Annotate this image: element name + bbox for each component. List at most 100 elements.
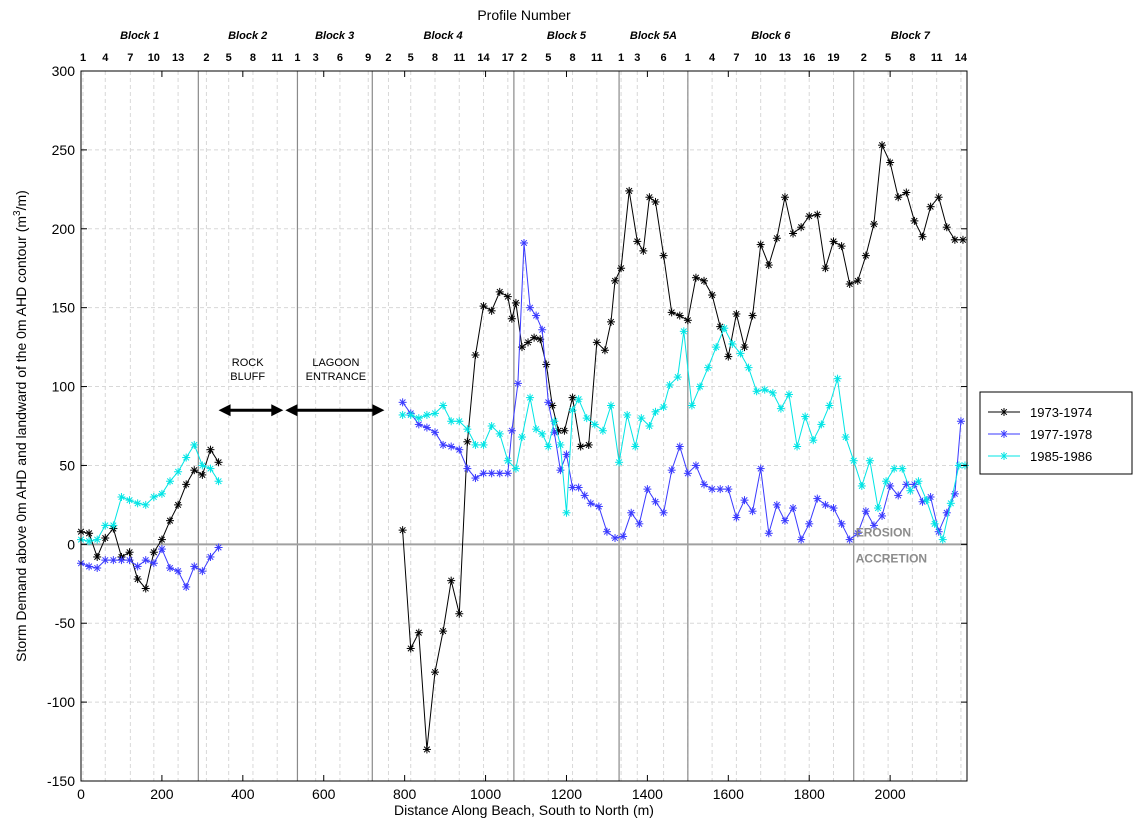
data-point xyxy=(495,287,504,296)
data-point xyxy=(439,401,448,410)
data-point xyxy=(422,745,431,754)
x-axis-label: Distance Along Beach, South to North (m) xyxy=(394,802,654,818)
data-point xyxy=(422,410,431,419)
block-labels: Block 1 Block 2 Block 3 Block 4 Block 5 Block… xyxy=(120,30,931,42)
profile-number-label: 3 xyxy=(313,52,319,64)
block-label: Block 7 xyxy=(891,30,931,42)
data-point xyxy=(182,480,191,489)
block-label: Block 4 xyxy=(424,30,463,42)
data-point xyxy=(198,461,207,470)
annotation-arrow-head-left xyxy=(285,404,298,417)
data-point xyxy=(926,202,935,211)
data-point xyxy=(503,456,512,465)
profile-number-label: 13 xyxy=(779,52,791,64)
data-point xyxy=(125,496,134,505)
annotations: ROCK BLUFF LAGOON ENTRANCE xyxy=(218,357,385,417)
data-point xyxy=(853,529,862,538)
data-point xyxy=(659,508,668,517)
data-point xyxy=(214,477,223,486)
data-point xyxy=(821,500,830,509)
data-point xyxy=(117,556,126,565)
accretion-label: ACCRETION xyxy=(856,551,927,565)
data-point xyxy=(85,529,94,538)
data-point xyxy=(101,556,110,565)
data-point xyxy=(805,212,814,221)
data-point xyxy=(133,562,142,571)
y-tick-label: 150 xyxy=(52,300,76,316)
data-point xyxy=(526,393,535,402)
data-point xyxy=(720,324,729,333)
data-point xyxy=(1000,430,1008,438)
data-point xyxy=(615,458,624,467)
data-point xyxy=(582,414,591,423)
data-point xyxy=(789,229,798,238)
profile-number-label: 6 xyxy=(337,52,343,64)
data-point xyxy=(471,474,480,483)
data-point xyxy=(190,466,199,475)
data-point xyxy=(611,534,620,543)
data-point xyxy=(764,261,773,270)
profile-number-label: 11 xyxy=(591,52,603,64)
data-point xyxy=(768,388,777,397)
data-point xyxy=(651,407,660,416)
data-point xyxy=(141,556,150,565)
y-axis-label-main: Storm Demand above 0m AHD and landward o… xyxy=(13,216,29,662)
data-point xyxy=(691,461,700,470)
data-point xyxy=(704,363,713,372)
profile-number-label: 6 xyxy=(661,52,667,64)
data-point xyxy=(748,311,757,320)
data-point xyxy=(756,240,765,249)
data-point xyxy=(479,469,488,478)
data-point xyxy=(206,445,215,454)
y-axis-label-superscript: 3 xyxy=(12,210,23,216)
annotation-text: ENTRANCE xyxy=(306,371,367,383)
data-point xyxy=(780,193,789,202)
data-point xyxy=(780,516,789,525)
profile-number-label: 2 xyxy=(203,52,209,64)
data-point xyxy=(198,470,207,479)
data-point xyxy=(174,567,183,576)
block-boundaries xyxy=(197,71,855,781)
data-point xyxy=(659,251,668,260)
data-point xyxy=(157,489,166,498)
block-label: Block 3 xyxy=(315,30,354,42)
y-tick-label: -100 xyxy=(47,694,75,710)
data-point xyxy=(683,316,692,325)
data-point xyxy=(538,325,547,334)
data-point xyxy=(117,493,126,501)
data-point xyxy=(190,440,199,449)
data-point xyxy=(878,141,887,150)
data-point xyxy=(85,562,94,571)
data-point xyxy=(627,508,636,517)
data-point xyxy=(784,390,793,399)
data-point xyxy=(772,234,781,243)
data-point xyxy=(956,417,965,426)
data-point xyxy=(101,534,110,543)
data-point xyxy=(825,401,834,410)
profile-number-label: 1 xyxy=(618,52,624,64)
data-point xyxy=(586,499,595,508)
data-point xyxy=(606,317,615,326)
y-tick-label: 300 xyxy=(52,63,76,79)
data-point xyxy=(728,339,737,348)
data-point xyxy=(890,464,899,473)
profile-number-ticks: 1 4 7 10 13 2 5 8 11 1 3 6 9 2 5 8 11 14 17 2 5 8 11 1 3 6 1 4 7 10 13… xyxy=(80,52,968,64)
data-point xyxy=(174,500,183,509)
data-point xyxy=(149,559,158,568)
x-tick-label: 800 xyxy=(393,786,417,802)
data-point xyxy=(560,426,569,435)
profile-number-label: 2 xyxy=(861,52,867,64)
data-point xyxy=(902,480,911,489)
data-point xyxy=(600,346,609,355)
y-axis-label-unit: /m) xyxy=(13,190,29,210)
x-tick-label: 400 xyxy=(231,786,255,802)
data-point xyxy=(958,235,967,244)
profile-number-label: 4 xyxy=(102,52,109,64)
annotation-text: BLUFF xyxy=(230,371,265,383)
profile-number-label: 8 xyxy=(250,52,256,64)
data-point xyxy=(414,420,423,429)
data-point xyxy=(861,251,870,260)
series-group xyxy=(77,141,969,754)
profile-number-label: 5 xyxy=(545,52,551,64)
data-point xyxy=(430,409,439,418)
